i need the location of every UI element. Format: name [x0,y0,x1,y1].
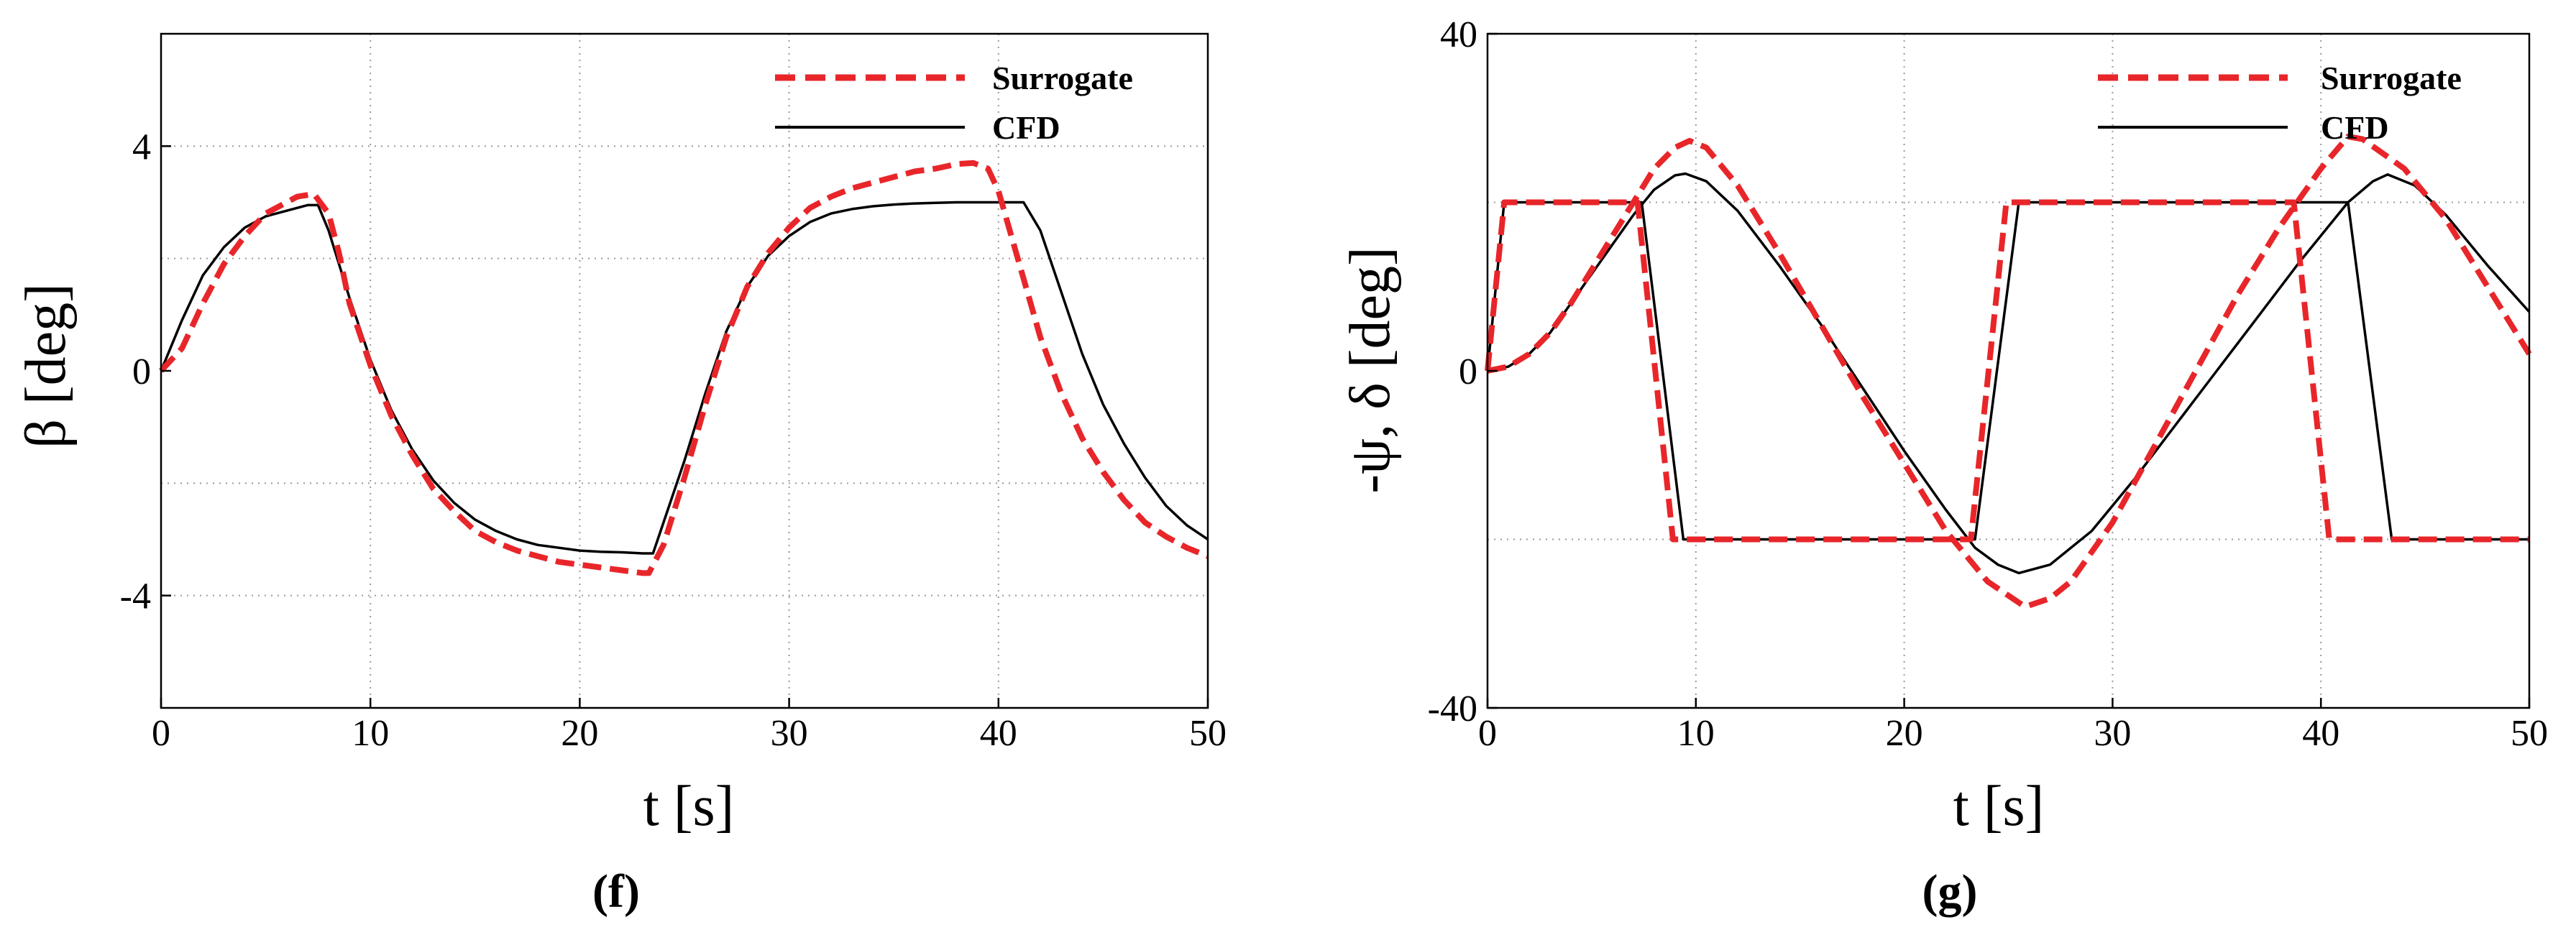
chart-g-series [1485,134,2532,610]
chart-g-series-surrogate [1487,134,2532,610]
chart-g-series-surrogate [1485,199,2529,543]
chart-g-xtick-label-20: 20 [1886,713,1923,754]
chart-f-xtick-label-50: 50 [1189,713,1227,754]
chart-f-legend-cfd-label: CFD [992,109,1060,146]
chart-f-xtick-label-0: 0 [152,713,170,754]
chart-f-xtick-label-20: 20 [561,713,598,754]
chart-g-ylabel: -ψ, δ [deg] [1339,247,1402,493]
chart-f-series [159,160,1209,576]
chart-g-legend-surrogate-label: Surrogate [2321,60,2462,96]
chart-f-xtick-label-10: 10 [352,713,389,754]
chart-g-xtick-label-30: 30 [2094,713,2131,754]
chart-f-ytick-label-4: 4 [132,126,151,167]
chart-f-series-cfd [160,201,1209,555]
chart-g-ytick-label-0: 0 [1459,351,1477,392]
chart-g-panel-label: (g) [1922,865,1978,918]
chart-f-xtick-label-40: 40 [980,713,1017,754]
chart-f-ytick-label--4: -4 [120,576,151,617]
chart-f-ytick-label-0: 0 [132,351,151,392]
chart-g-legend: Surrogate CFD [2098,60,2462,146]
chart-f-series-surrogate [159,160,1209,576]
chart-g-series-cfd [1487,172,2531,575]
chart-g-grid [1488,34,2529,708]
chart-f-panel-label: (f) [592,865,640,918]
chart-f-ticks: 0 10 20 30 40 50 -4 0 4 [120,126,1227,754]
chart-f-legend-surrogate-label: Surrogate [992,60,1133,96]
chart-f-ylabel: β [deg] [14,283,78,448]
chart-g-xtick-label-40: 40 [2302,713,2339,754]
chart-g-xlabel: t [s] [1953,775,2045,838]
chart-f-xtick-label-30: 30 [771,713,808,754]
chart-f: 0 10 20 30 40 50 -4 0 4 t [s] β [deg] (f) Surrog… [14,32,1227,918]
chart-f-legend: Surrogate CFD [775,60,1133,146]
chart-g-ytick-label-40: 40 [1440,14,1477,55]
chart-f-xlabel: t [s] [643,775,735,838]
chart-g-xtick-label-0: 0 [1478,713,1497,754]
chart-g-xtick-label-50: 50 [2511,713,2548,754]
chart-g-series-cfd [1486,201,2529,541]
chart-f-grid [161,34,1208,708]
chart-g-ytick-label--40: -40 [1428,688,1477,729]
chart-g-legend-cfd-label: CFD [2321,109,2389,146]
chart-g-xtick-label-10: 10 [1677,713,1715,754]
